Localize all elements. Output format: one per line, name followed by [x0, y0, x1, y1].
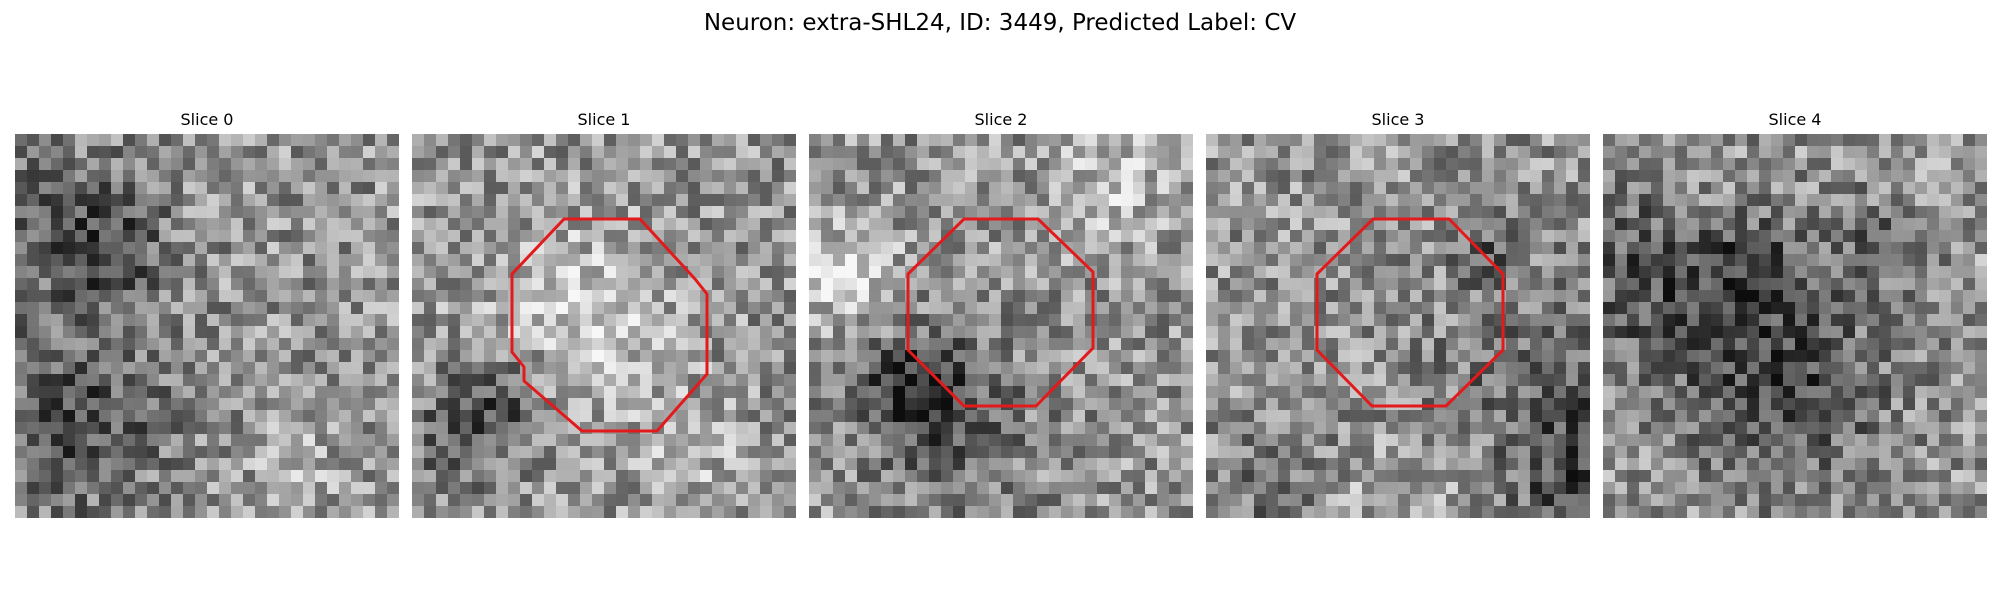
pixel-grid: [15, 134, 399, 518]
slice-panel-4: Slice 4: [1603, 110, 1987, 518]
slice-title: Slice 3: [1371, 110, 1425, 129]
octagon-contour: [1315, 217, 1505, 408]
pixel-grid: [412, 134, 796, 518]
slice-image: [412, 134, 796, 518]
slice-panel-0: Slice 0: [15, 110, 399, 518]
slice-title: Slice 4: [1768, 110, 1822, 129]
slice-panel-3: Slice 3: [1206, 110, 1590, 518]
slice-image: [1603, 134, 1987, 518]
slice-title: Slice 1: [577, 110, 631, 129]
octagon-contour: [510, 217, 709, 433]
slice-image: [15, 134, 399, 518]
slice-panel-1: Slice 1: [412, 110, 796, 518]
slice-image: [809, 134, 1193, 518]
pixel-grid: [1603, 134, 1987, 518]
slice-image: [1206, 134, 1590, 518]
slice-title: Slice 2: [974, 110, 1028, 129]
octagon-contour: [906, 217, 1095, 408]
figure-title: Neuron: extra-SHL24, ID: 3449, Predicted…: [703, 10, 1297, 36]
pixel-grid: [1206, 134, 1590, 518]
slice-panel-2: Slice 2: [809, 110, 1193, 518]
pixel-grid: [809, 134, 1193, 518]
slice-title: Slice 0: [180, 110, 234, 129]
